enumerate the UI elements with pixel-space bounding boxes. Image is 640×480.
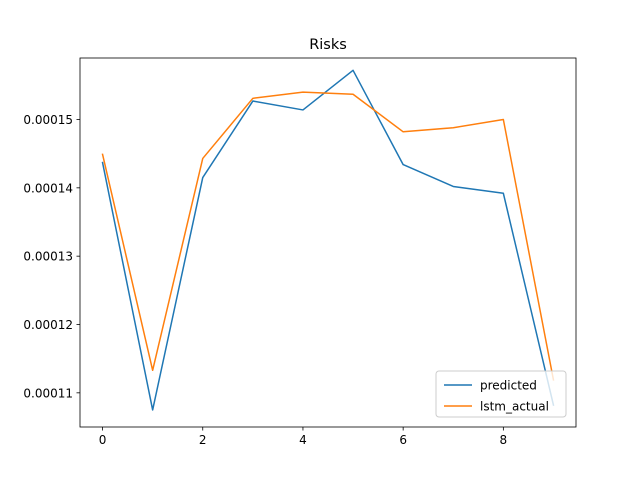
y-tick-label: 0.00012 (23, 318, 73, 332)
x-tick-label: 6 (399, 433, 407, 447)
x-tick-label: 0 (99, 433, 107, 447)
x-tick-label: 2 (199, 433, 207, 447)
y-tick-label: 0.00014 (23, 181, 73, 195)
legend-label: predicted (480, 379, 537, 393)
series-line-lstm-actual (101, 91, 555, 381)
axes-frame (79, 57, 577, 428)
chart-title: Risks (309, 37, 347, 53)
y-tick-label: 0.00011 (23, 386, 73, 400)
x-tick-label: 4 (299, 433, 307, 447)
x-tick-label: 8 (500, 433, 508, 447)
y-tick-label: 0.00013 (23, 250, 73, 264)
series-line-predicted (101, 69, 555, 411)
legend-label: lstm_actual (480, 400, 549, 414)
y-tick-label: 0.00015 (23, 113, 73, 127)
plot-area: 0 2 4 6 8 0.00011 0.00012 0.00013 0.00014 0.00015… (23, 57, 577, 447)
